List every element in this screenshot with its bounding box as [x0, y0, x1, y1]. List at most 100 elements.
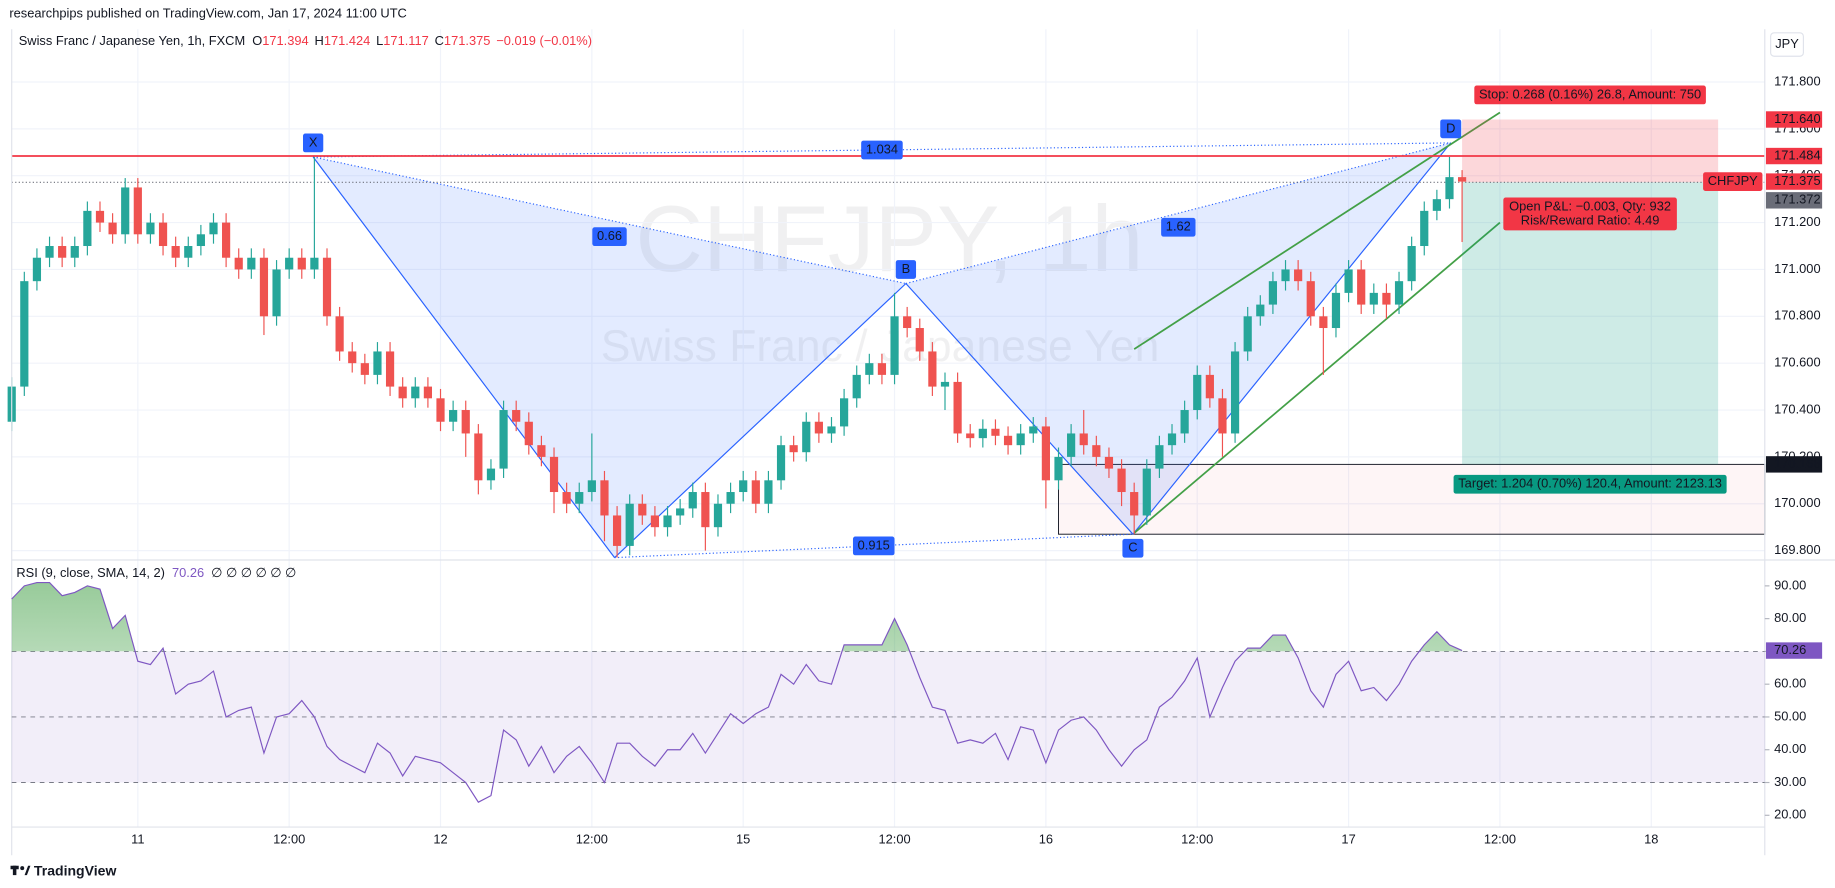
candle-body	[158, 222, 168, 247]
candle-body	[1230, 351, 1240, 434]
watermark-symbol: CHFJPY, 1h	[635, 186, 1143, 291]
candle-body	[449, 410, 458, 422]
candle-body	[840, 398, 849, 427]
price-label: 171.640	[1774, 111, 1820, 126]
rsi-tick-label: 80.00	[1774, 610, 1806, 625]
x-tick-label: 16	[1039, 831, 1053, 846]
y-tick-label: 171.200	[1774, 214, 1820, 229]
candle-body	[612, 515, 622, 546]
pattern-ratio-line	[905, 142, 1451, 285]
candle-body	[234, 257, 243, 270]
legend-key: O	[252, 34, 262, 49]
pattern-ratio: 0.915	[858, 537, 890, 552]
stop-label-box	[1474, 85, 1706, 105]
pattern-point-box	[302, 133, 324, 153]
candle-body	[1104, 456, 1114, 469]
candle-body	[70, 246, 79, 258]
candle-body	[701, 492, 710, 528]
candle-body	[499, 410, 508, 469]
risk-zone	[1462, 119, 1719, 183]
pattern-ratio-box	[852, 536, 895, 556]
price-label: 170.168	[1774, 456, 1820, 471]
candle-body	[1155, 445, 1164, 469]
candle-body	[348, 351, 357, 364]
candle-body	[1294, 269, 1303, 282]
candle-body	[890, 316, 899, 375]
x-tick-label: 11	[131, 831, 144, 846]
candle-body	[486, 468, 496, 481]
candle-body	[802, 421, 811, 453]
candle-body	[1193, 374, 1202, 411]
channel-line	[1133, 221, 1501, 534]
x-tick-label: 12:00	[576, 831, 608, 846]
candle-body	[1167, 433, 1177, 446]
candle-body	[32, 257, 42, 282]
candle-body	[1420, 210, 1429, 247]
candle-body	[1092, 445, 1101, 457]
candle-body	[1205, 374, 1214, 399]
candle-body	[953, 381, 962, 434]
candle-body	[663, 515, 672, 528]
candle-body	[600, 480, 609, 516]
x-tick-label: 12:00	[878, 831, 910, 846]
y-tick-label: 171.000	[1774, 261, 1820, 276]
candle-body	[789, 445, 798, 453]
candle-body	[928, 351, 937, 387]
price-label: 171.372	[1774, 192, 1820, 207]
candle-body	[83, 210, 92, 247]
channel-line	[1133, 111, 1501, 350]
candle-body	[474, 433, 483, 481]
candle-body	[45, 246, 54, 258]
candle-body	[1067, 433, 1076, 457]
candle-body	[877, 363, 887, 375]
candle-body	[650, 515, 660, 528]
pattern-ratio-box	[1161, 217, 1196, 237]
x-tick-label: 18	[1644, 831, 1658, 846]
pattern-ratio-box	[861, 140, 903, 160]
price-tag-box	[1703, 172, 1763, 191]
candle-body	[940, 381, 950, 387]
candle-body	[1319, 316, 1328, 329]
candle-body	[1041, 426, 1050, 481]
candle-body	[1142, 468, 1151, 516]
candle-body	[1268, 281, 1278, 305]
rsi-tick-label: 50.00	[1774, 708, 1806, 723]
candle-body	[776, 445, 786, 481]
candle-body	[562, 492, 571, 504]
currency[interactable]: JPY	[1775, 36, 1799, 51]
rsi-legend: RSI (9, close, SMA, 14, 2) 70.26 ∅ ∅ ∅ ∅ ∅…	[16, 565, 296, 580]
pattern-point: C	[1128, 540, 1137, 555]
candle-body	[58, 246, 67, 258]
x-tick-label: 12:00	[1181, 831, 1213, 846]
pattern-leg	[905, 283, 1134, 535]
candle-body	[108, 222, 117, 235]
candle-body	[322, 257, 332, 317]
legend-value: 171.375	[444, 34, 490, 49]
candle-body	[297, 257, 306, 270]
rsi-placeholders: ∅ ∅ ∅ ∅ ∅ ∅	[211, 565, 296, 580]
candle-body	[814, 421, 823, 434]
rsi-tick-label: 40.00	[1774, 741, 1806, 756]
pattern-point-box	[895, 260, 917, 279]
rsi-tick-label: 20.00	[1774, 807, 1806, 822]
currency-box[interactable]	[1770, 32, 1804, 57]
candle-body	[398, 386, 407, 399]
candle-body	[978, 428, 987, 439]
candle-body	[1382, 292, 1391, 305]
candle-body	[966, 433, 975, 439]
candle-body	[1016, 433, 1025, 446]
target-label: Target: 1.204 (0.70%) 120.4, Amount: 212…	[1458, 476, 1722, 491]
candle-body	[1457, 177, 1467, 182]
target-label-box	[1453, 474, 1727, 494]
price-tag: CHFJPY	[1708, 173, 1758, 188]
pnl-label: Open P&L: −0.003, Qty: 932	[1509, 198, 1671, 213]
y-tick-label: 170.800	[1774, 308, 1820, 323]
candle-body	[827, 426, 836, 434]
price-label: 171.375	[1774, 173, 1820, 188]
y-tick-label: 170.600	[1774, 355, 1820, 370]
legend: Swiss Franc / Japanese Yen, 1h, FXCM O171…	[19, 34, 592, 49]
pattern-ratio-line	[313, 156, 907, 285]
pattern-leg	[1132, 142, 1452, 535]
pattern-ratio: 0.66	[597, 228, 622, 243]
candle-body	[524, 421, 533, 446]
